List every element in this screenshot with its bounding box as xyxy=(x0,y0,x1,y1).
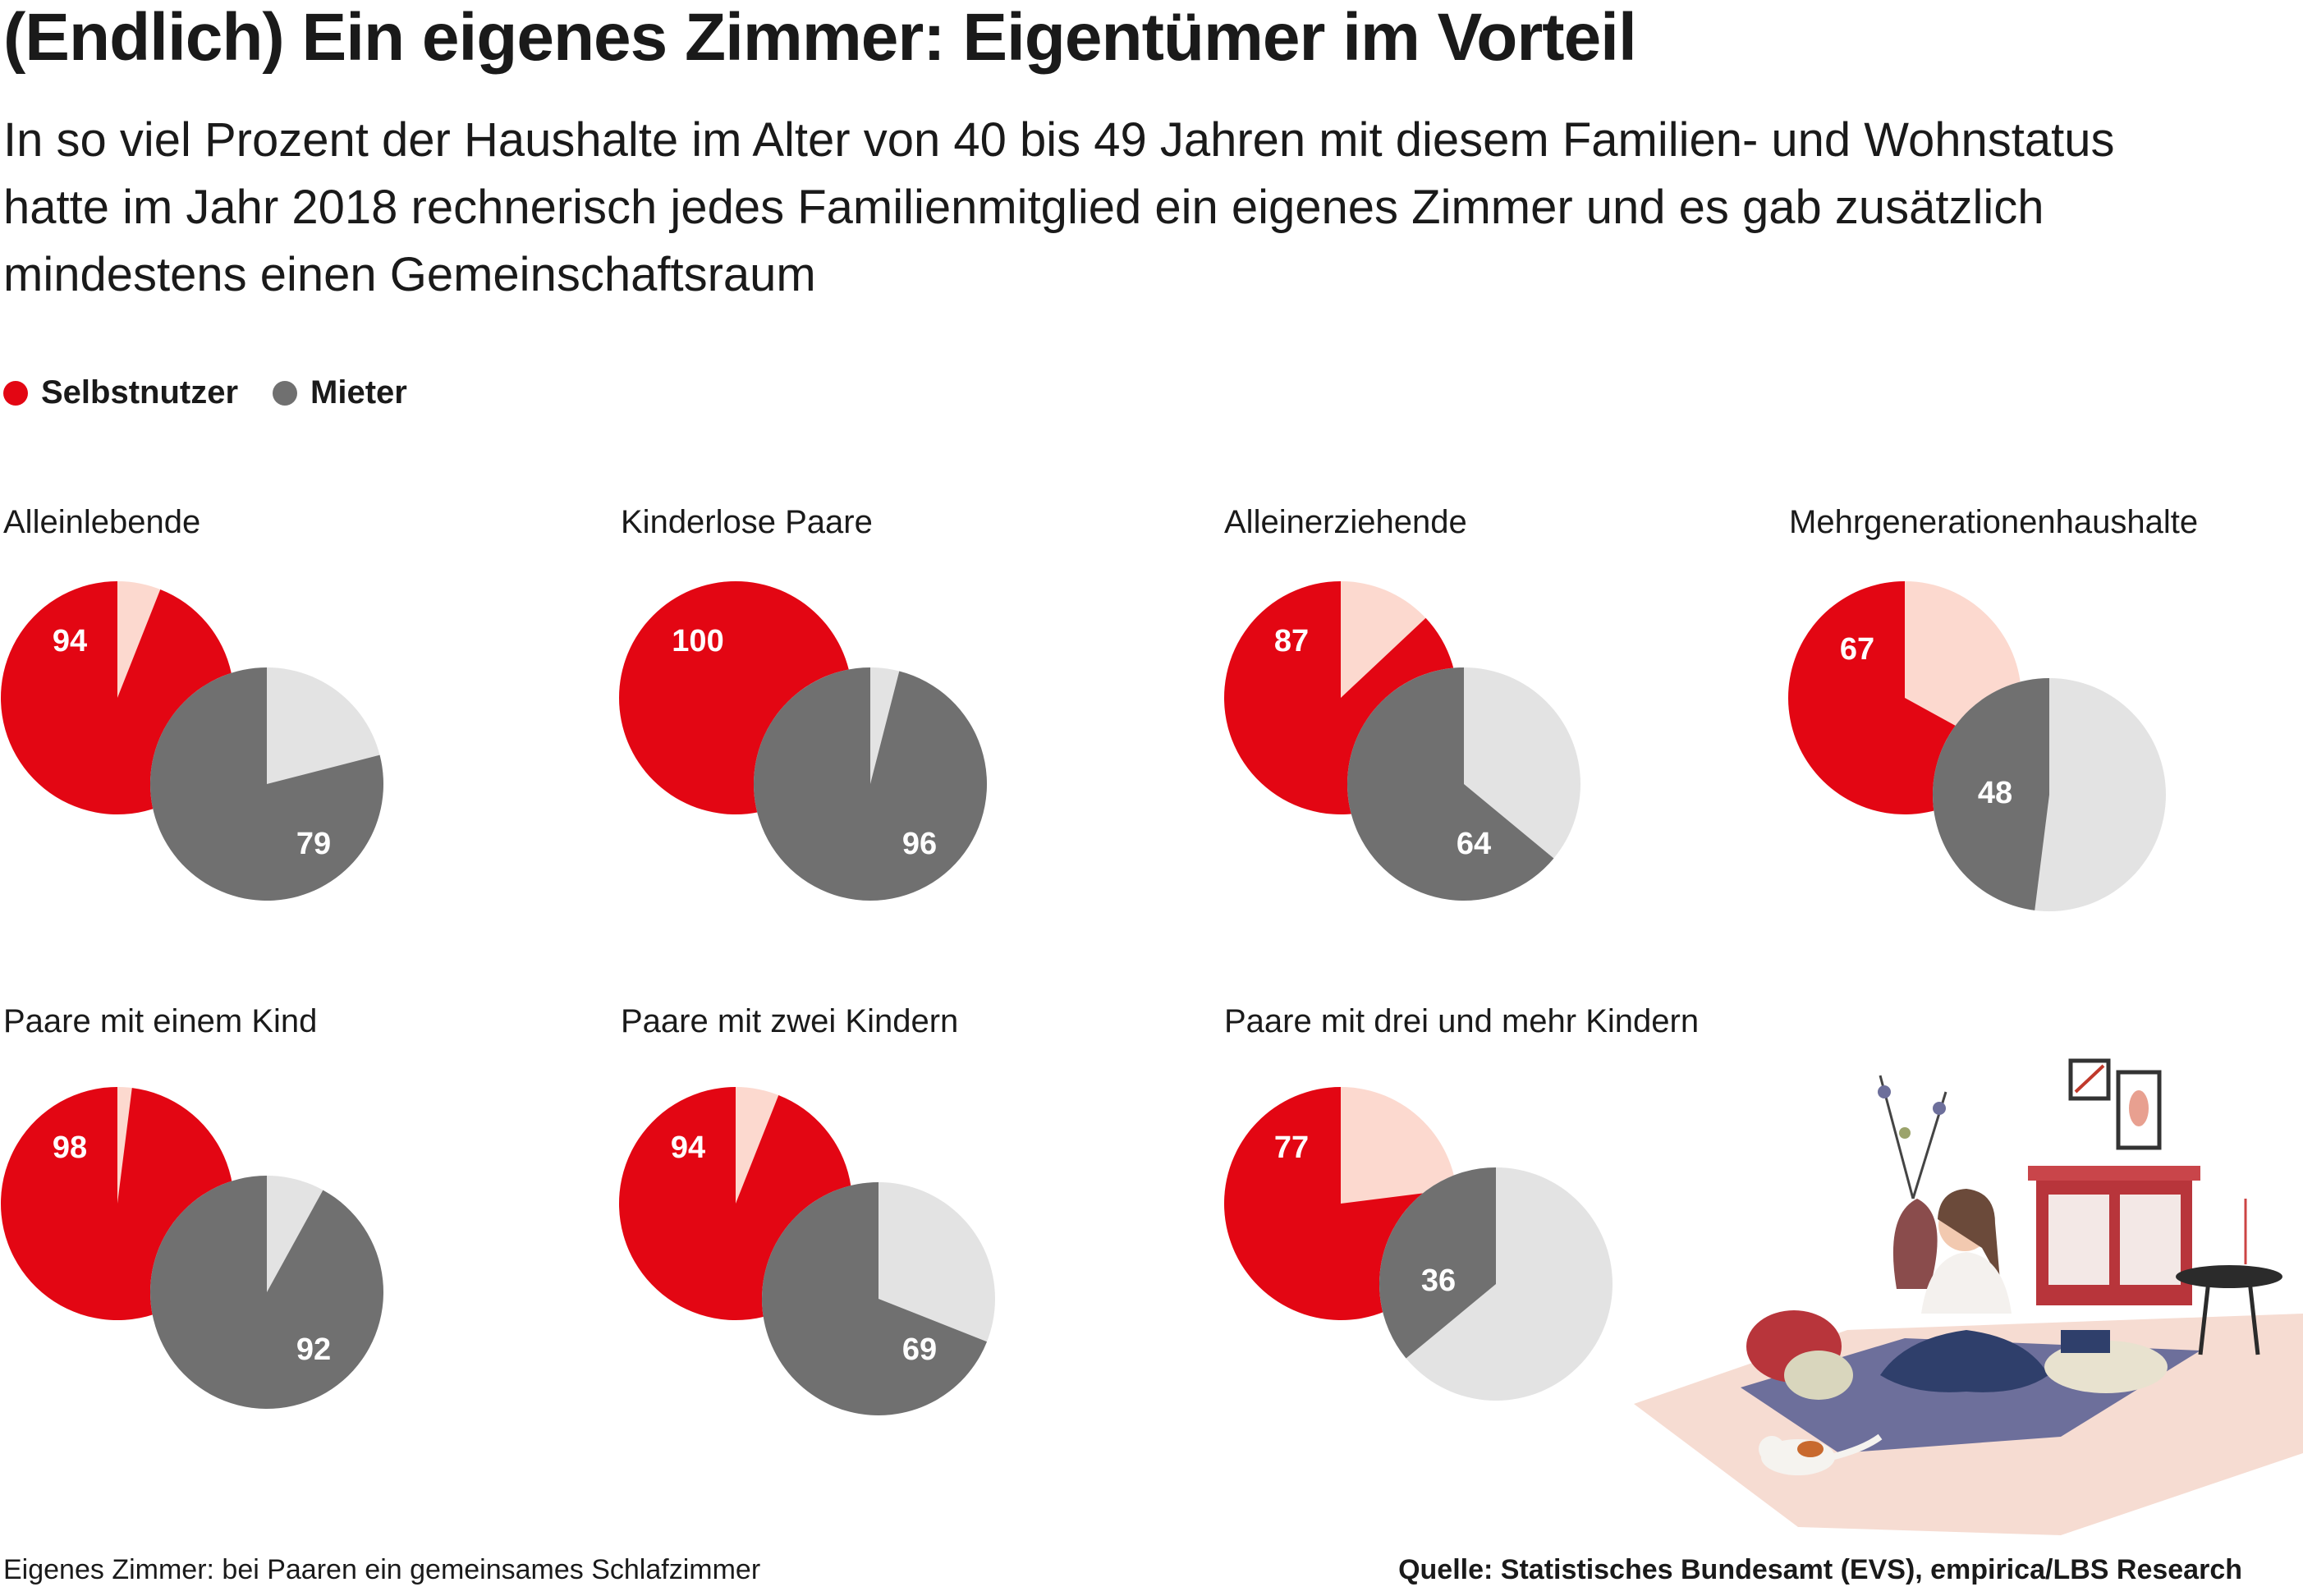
chart-title: (Endlich) Ein eigenes Zimmer: Eigentümer… xyxy=(3,0,1637,75)
pie-mieter-kinderlose-paare-value-slice xyxy=(754,667,987,901)
legend-item-selbstnutzer: Selbstnutzer xyxy=(3,374,238,411)
pie-mieter-mehrgenerationenhaushalte xyxy=(1933,678,2166,911)
panel-title-alleinlebende: Alleinlebende xyxy=(3,504,201,540)
legend-dot-selbstnutzer xyxy=(3,380,28,406)
data-label-selbstnutzer-kinderlose-paare: 100 xyxy=(672,624,723,658)
data-label-selbstnutzer-alleinlebende: 94 xyxy=(53,624,87,658)
pie-mieter-paare-mit-drei-und-mehr-kindern xyxy=(1379,1167,1613,1401)
data-label-selbstnutzer-mehrgenerationenhaushalte: 67 xyxy=(1840,632,1874,667)
woman-meditating-illustration xyxy=(1634,1058,2303,1535)
data-label-mieter-paare-mit-einem-kind: 92 xyxy=(296,1332,331,1367)
pie-mieter-alleinlebende xyxy=(150,667,384,901)
panel-title-alleinerziehende: Alleinerziehende xyxy=(1224,504,1467,540)
legend-label-selbstnutzer: Selbstnutzer xyxy=(41,374,239,410)
panel-title-mehrgenerationenhaushalte: Mehrgenerationenhaushalte xyxy=(1789,504,2199,540)
pie-mieter-mehrgenerationenhaushalte-value-slice xyxy=(1933,678,2049,910)
chart-subtitle: In so viel Prozent der Haushalte im Alte… xyxy=(3,113,2115,301)
panel-title-paare-drei-kinder: Paare mit drei und mehr Kindern xyxy=(1224,1003,1700,1039)
pie-mieter-kinderlose-paare xyxy=(754,667,987,901)
pie-mieter-paare-mit-zwei-kindern-value-slice xyxy=(761,1182,988,1415)
pie-mieter-alleinlebende-value-slice xyxy=(150,667,384,901)
data-label-selbstnutzer-paare-mit-drei-und-mehr-kindern: 77 xyxy=(1274,1130,1309,1165)
source: Quelle: Statistisches Bundesamt (EVS), e… xyxy=(1398,1554,2242,1585)
legend-dot-mieter xyxy=(273,380,298,406)
legend-label-mieter: Mieter xyxy=(310,374,407,410)
pie-mieter-paare-mit-drei-und-mehr-kindern-value-slice xyxy=(1379,1167,1496,1359)
footnote: Eigenes Zimmer: bei Paaren ein gemeinsam… xyxy=(3,1554,761,1585)
pie-mieter-alleinerziehende xyxy=(1346,667,1580,901)
panel-title-paare-zwei-kinder: Paare mit zwei Kindern xyxy=(621,1003,959,1039)
legend: Selbstnutzer Mieter xyxy=(3,374,442,411)
data-label-mieter-alleinerziehende: 64 xyxy=(1457,827,1491,861)
legend-item-mieter: Mieter xyxy=(273,374,407,411)
pie-mieter-alleinerziehende-value-slice xyxy=(1346,667,1554,901)
panel-title-kinderlose-paare: Kinderlose Paare xyxy=(621,504,873,540)
pie-mieter-paare-mit-zwei-kindern xyxy=(761,1182,995,1415)
data-label-mieter-paare-mit-zwei-kindern: 69 xyxy=(902,1332,937,1367)
data-label-mieter-mehrgenerationenhaushalte: 48 xyxy=(1978,776,2012,810)
data-label-selbstnutzer-alleinerziehende: 87 xyxy=(1274,624,1309,658)
data-label-selbstnutzer-paare-mit-einem-kind: 98 xyxy=(53,1130,87,1165)
data-label-mieter-paare-mit-drei-und-mehr-kindern: 36 xyxy=(1421,1264,1456,1298)
data-label-mieter-alleinlebende: 79 xyxy=(296,827,331,861)
panel-title-paare-ein-kind: Paare mit einem Kind xyxy=(3,1003,318,1039)
pie-mieter-paare-mit-einem-kind xyxy=(149,1176,384,1410)
data-label-mieter-kinderlose-paare: 96 xyxy=(902,827,937,861)
data-label-selbstnutzer-paare-mit-zwei-kindern: 94 xyxy=(671,1130,705,1165)
pie-mieter-paare-mit-einem-kind-value-slice xyxy=(149,1176,384,1410)
